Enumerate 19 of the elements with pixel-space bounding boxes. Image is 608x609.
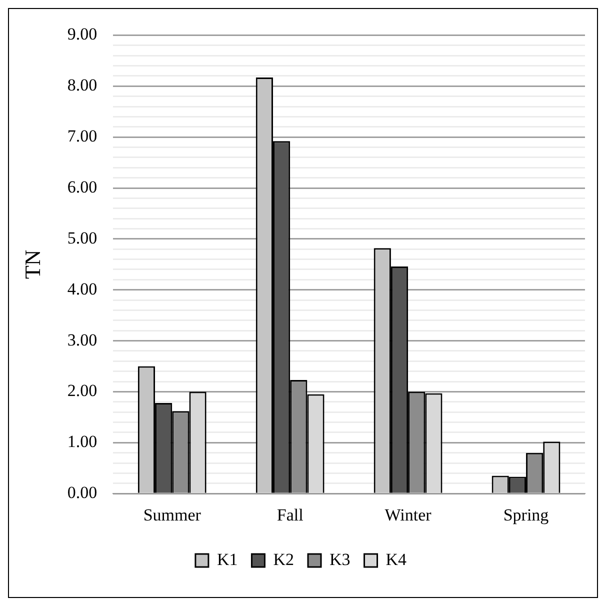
legend-label: K4 bbox=[386, 550, 408, 569]
y-tick-label: 8.00 bbox=[67, 76, 98, 95]
legend-label: K2 bbox=[273, 550, 294, 569]
y-tick-label: 6.00 bbox=[67, 177, 98, 196]
y-tick-label: 5.00 bbox=[67, 228, 98, 248]
x-tick-label: Fall bbox=[276, 505, 304, 524]
y-tick-label: 2.00 bbox=[67, 381, 98, 400]
legend-label: K1 bbox=[216, 550, 238, 569]
y-tick-label: 3.00 bbox=[67, 330, 98, 350]
y-tick-label: 0.00 bbox=[67, 483, 98, 502]
x-tick-label: Winter bbox=[384, 505, 432, 524]
y-axis-title: TN bbox=[20, 250, 45, 280]
y-tick-label: 9.00 bbox=[67, 24, 98, 44]
legend-label: K3 bbox=[330, 550, 350, 569]
y-tick-label: 4.00 bbox=[67, 279, 98, 298]
y-tick-label: 1.00 bbox=[67, 432, 98, 452]
x-tick-label: Summer bbox=[143, 505, 202, 524]
y-tick-label: 7.00 bbox=[67, 126, 98, 146]
x-tick-label: Spring bbox=[503, 505, 550, 524]
